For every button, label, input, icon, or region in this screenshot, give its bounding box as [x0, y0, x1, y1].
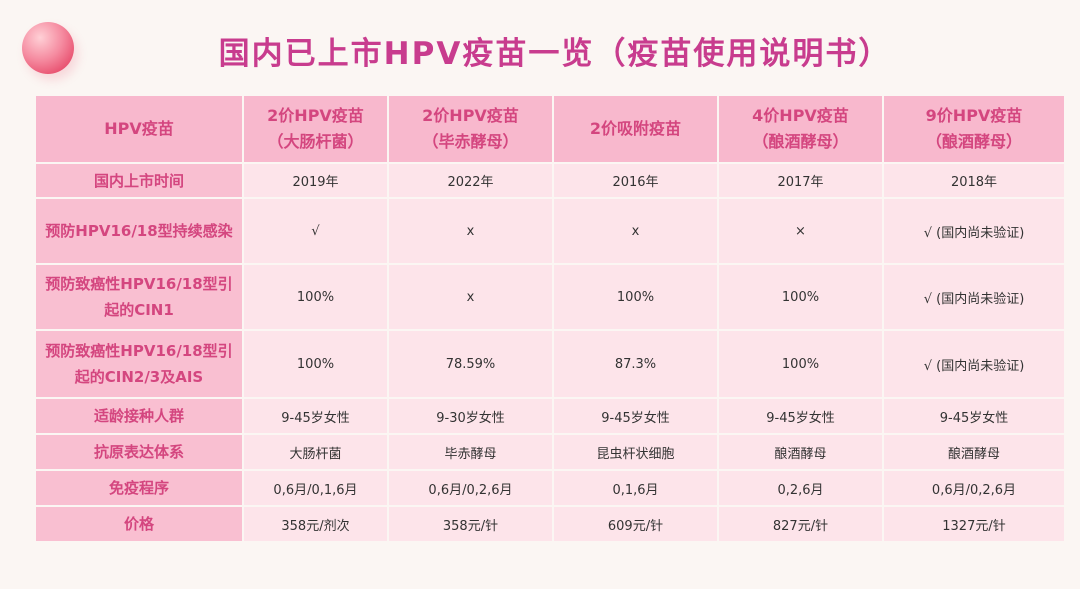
table-cell: x	[554, 199, 717, 263]
row-header: 抗原表达体系	[36, 435, 242, 469]
table-row: 预防HPV16/18型持续感染 √ x x × √ (国内尚未验证)	[36, 199, 1064, 263]
table-cell: 0,2,6月	[719, 471, 882, 505]
table-cell: 2022年	[389, 164, 552, 197]
row-header: 适龄接种人群	[36, 399, 242, 433]
column-header: 4价HPV疫苗 （酿酒酵母）	[719, 96, 882, 162]
table-row: 预防致癌性HPV16/18型引起的CIN1 100% x 100% 100% √…	[36, 265, 1064, 329]
column-header-name: 2价HPV疫苗	[267, 106, 364, 125]
table-cell: 9-45岁女性	[719, 399, 882, 433]
table-cell: √	[244, 199, 387, 263]
row-header: 国内上市时间	[36, 164, 242, 197]
page-title: 国内已上市HPV疫苗一览（疫苗使用说明书）	[218, 36, 892, 72]
column-header-name: 9价HPV疫苗	[925, 106, 1023, 125]
table-cell: 78.59%	[389, 331, 552, 397]
column-header-name: 2价吸附疫苗	[589, 119, 682, 138]
row-header: 免疫程序	[36, 471, 242, 505]
table-cell: 9-30岁女性	[389, 399, 552, 433]
column-header: 9价HPV疫苗 （酿酒酵母）	[884, 96, 1064, 162]
table-cell: √ (国内尚未验证)	[884, 199, 1064, 263]
table-cell: 9-45岁女性	[244, 399, 387, 433]
table-cell: 9-45岁女性	[884, 399, 1064, 433]
table-cell: 酿酒酵母	[719, 435, 882, 469]
table-cell: √ (国内尚未验证)	[884, 331, 1064, 397]
row-header: 预防致癌性HPV16/18型引起的CIN1	[36, 265, 242, 329]
table-cell: 2018年	[884, 164, 1064, 197]
column-header-subtitle: （酿酒酵母）	[925, 132, 1022, 151]
table-cell: 0,1,6月	[554, 471, 717, 505]
table-cell: 358元/针	[389, 507, 552, 541]
table-cell: 9-45岁女性	[554, 399, 717, 433]
table-row: 预防致癌性HPV16/18型引起的CIN2/3及AIS 100% 78.59% …	[36, 331, 1064, 397]
row-header: 预防致癌性HPV16/18型引起的CIN2/3及AIS	[36, 331, 242, 397]
header-corner: HPV疫苗	[36, 96, 242, 162]
table-cell: 100%	[719, 265, 882, 329]
decorative-circle	[22, 22, 74, 74]
table-cell: 100%	[244, 265, 387, 329]
table-row: 免疫程序 0,6月/0,1,6月 0,6月/0,2,6月 0,1,6月 0,2,…	[36, 471, 1064, 505]
column-header: 2价HPV疫苗 （大肠杆菌）	[244, 96, 387, 162]
table-cell: 2017年	[719, 164, 882, 197]
column-header-name: 2价HPV疫苗	[422, 106, 519, 125]
table-header-row: HPV疫苗 2价HPV疫苗 （大肠杆菌） 2价HPV疫苗 （毕赤酵母） 2价吸附疫苗…	[36, 96, 1064, 162]
table-cell: 358元/剂次	[244, 507, 387, 541]
column-header: 2价HPV疫苗 （毕赤酵母）	[389, 96, 552, 162]
table-cell: 100%	[244, 331, 387, 397]
column-header-subtitle: （毕赤酵母）	[422, 132, 519, 151]
table-cell: 酿酒酵母	[884, 435, 1064, 469]
table-cell: 昆虫杆状细胞	[554, 435, 717, 469]
table-row: 适龄接种人群 9-45岁女性 9-30岁女性 9-45岁女性 9-45岁女性 9…	[36, 399, 1064, 433]
table-cell: 100%	[719, 331, 882, 397]
table-cell: 2019年	[244, 164, 387, 197]
table-cell: 609元/针	[554, 507, 717, 541]
table-cell: 100%	[554, 265, 717, 329]
column-header-subtitle: （大肠杆菌）	[267, 132, 364, 151]
column-header-name: 4价HPV疫苗	[752, 106, 849, 125]
table-row: 国内上市时间 2019年 2022年 2016年 2017年 2018年	[36, 164, 1064, 197]
table-cell: 87.3%	[554, 331, 717, 397]
hpv-vaccine-table: HPV疫苗 2价HPV疫苗 （大肠杆菌） 2价HPV疫苗 （毕赤酵母） 2价吸附疫苗…	[34, 94, 1066, 543]
row-header: 价格	[36, 507, 242, 541]
table-cell: 827元/针	[719, 507, 882, 541]
table-row: 价格 358元/剂次 358元/针 609元/针 827元/针 1327元/针	[36, 507, 1064, 541]
table-row: 抗原表达体系 大肠杆菌 毕赤酵母 昆虫杆状细胞 酿酒酵母 酿酒酵母	[36, 435, 1064, 469]
table-cell: x	[389, 199, 552, 263]
table-cell: √ (国内尚未验证)	[884, 265, 1064, 329]
column-header: 2价吸附疫苗	[554, 96, 717, 162]
table-cell: 0,6月/0,1,6月	[244, 471, 387, 505]
table-cell: 毕赤酵母	[389, 435, 552, 469]
column-header-subtitle: （酿酒酵母）	[752, 132, 849, 151]
table-cell: ×	[719, 199, 882, 263]
table-cell: 0,6月/0,2,6月	[884, 471, 1064, 505]
table-cell: x	[389, 265, 552, 329]
row-header: 预防HPV16/18型持续感染	[36, 199, 242, 263]
table-cell: 2016年	[554, 164, 717, 197]
table-cell: 0,6月/0,2,6月	[389, 471, 552, 505]
table-cell: 大肠杆菌	[244, 435, 387, 469]
table-cell: 1327元/针	[884, 507, 1064, 541]
